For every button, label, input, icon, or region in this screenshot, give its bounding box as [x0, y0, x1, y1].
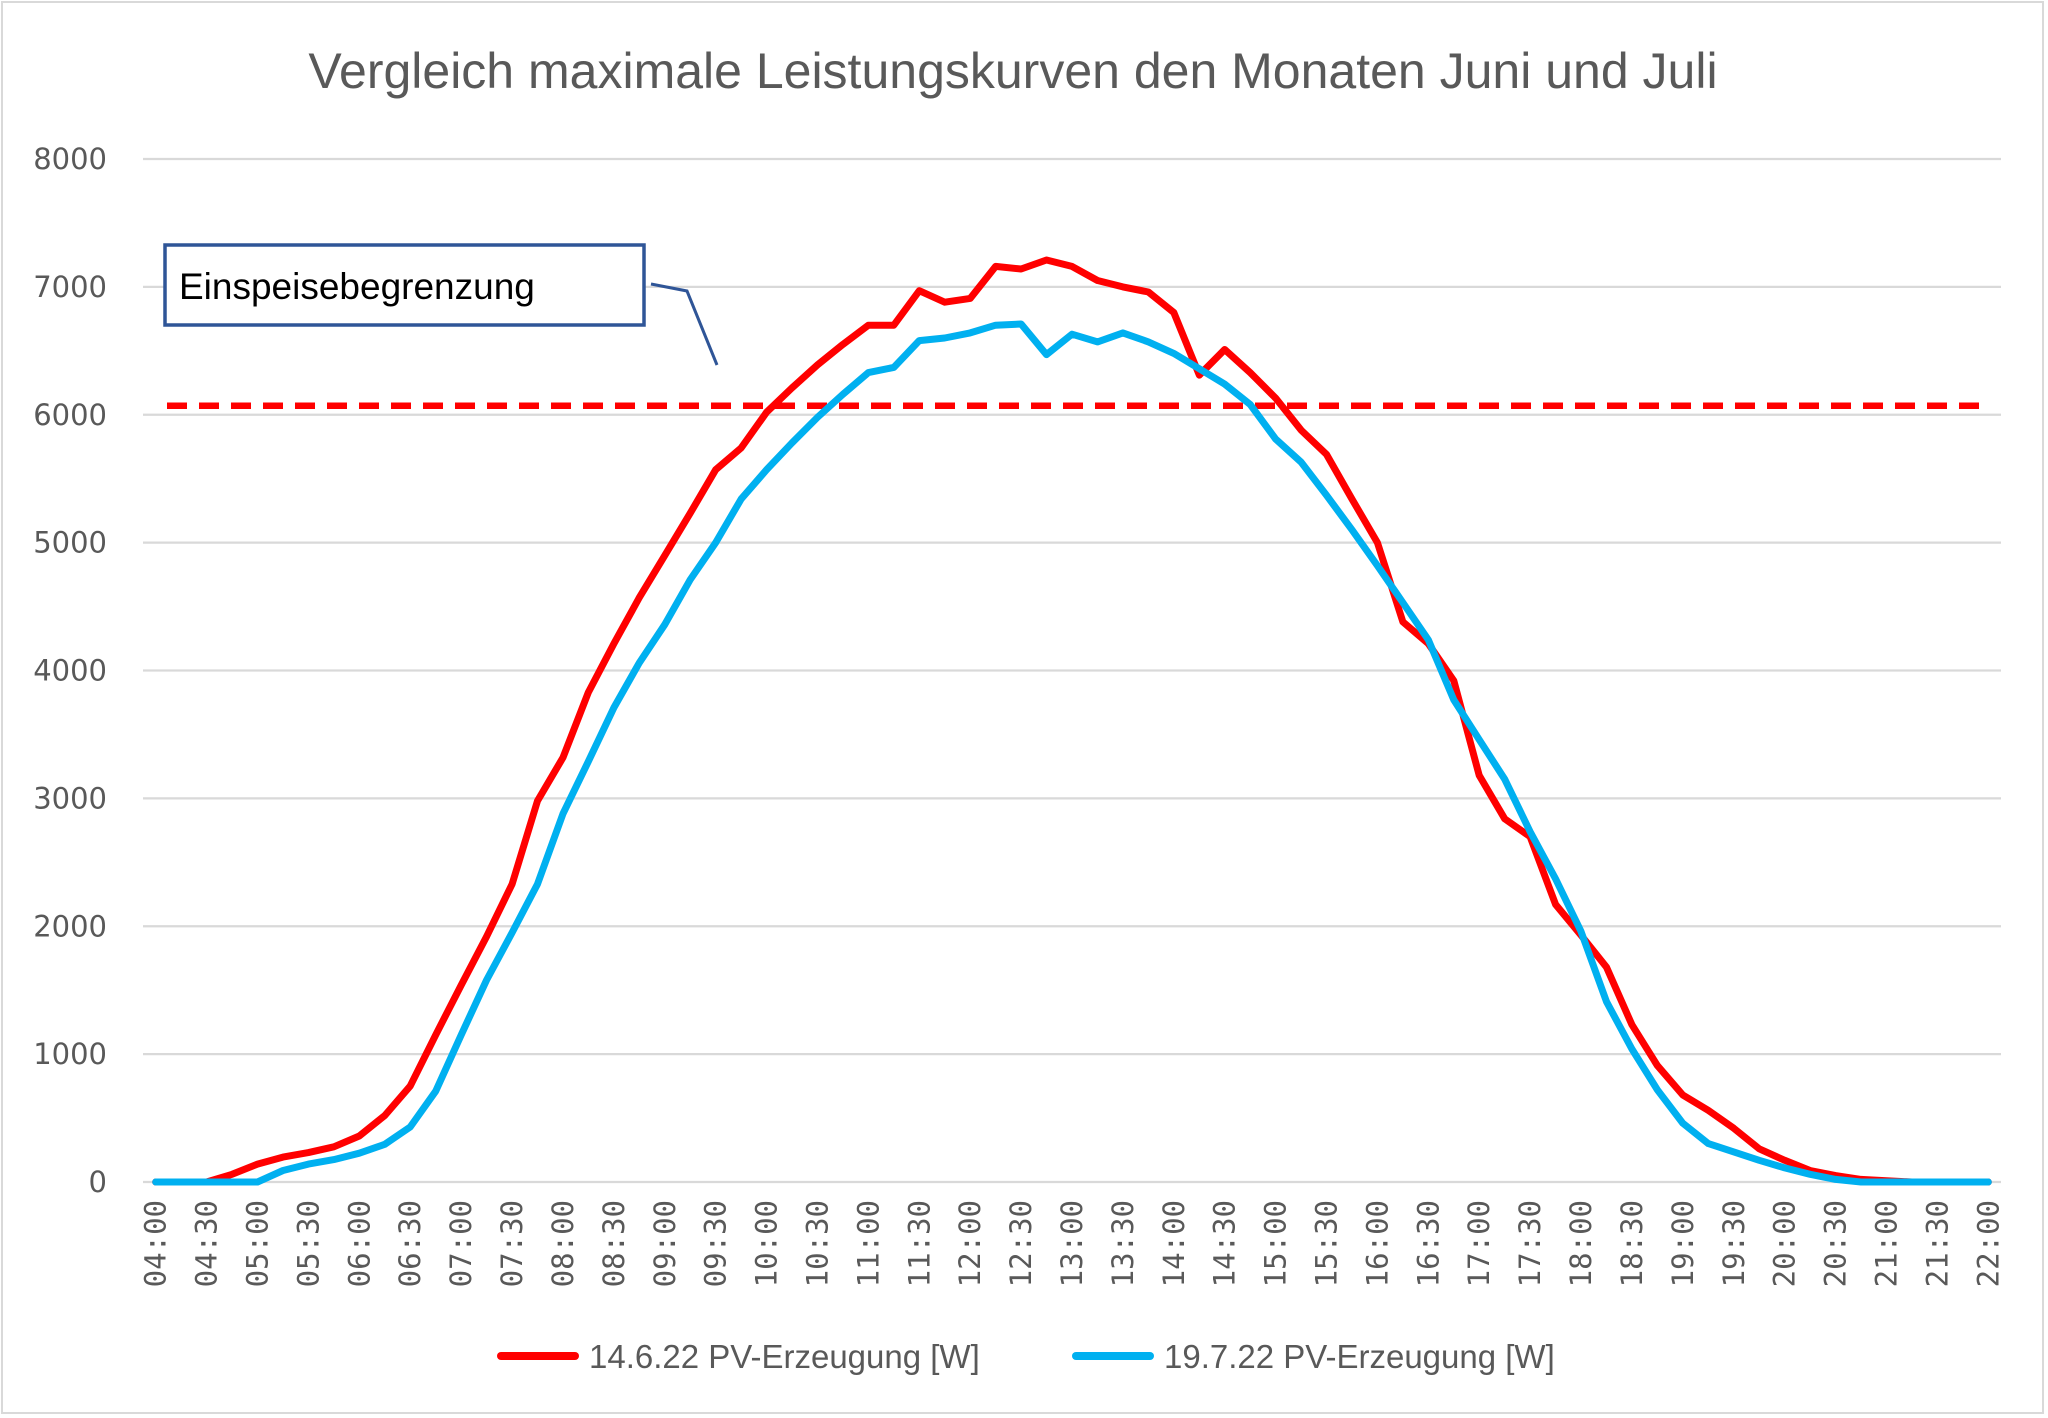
- series-line-july: [152, 320, 1992, 1186]
- y-tick-label: 8000: [33, 142, 107, 176]
- x-tick-label: 18:00: [1564, 1200, 1598, 1287]
- x-tick-label: 17:00: [1462, 1200, 1496, 1287]
- x-tick-label: 05:00: [241, 1200, 275, 1287]
- x-tick-label: 04:30: [190, 1200, 224, 1287]
- x-tick-label: 17:30: [1513, 1200, 1547, 1287]
- y-tick-label: 1000: [33, 1037, 107, 1071]
- x-tick-label: 04:00: [139, 1200, 173, 1287]
- x-tick-label: 21:30: [1920, 1200, 1954, 1287]
- x-tick-label: 19:00: [1666, 1200, 1700, 1287]
- chart-svg: Vergleich maximale Leistungskurven den M…: [33, 43, 2006, 1375]
- annotation-connector-line: [650, 282, 719, 366]
- annotation: Einspeisebegrenzung: [163, 243, 719, 366]
- x-axis-tick-labels: 04:00 04:30 05:00 05:30 06:00 06:30 07:00 07:30…: [139, 1200, 2006, 1287]
- x-tick-label: 13:00: [1055, 1200, 1089, 1287]
- x-tick-label: 12:00: [953, 1200, 987, 1287]
- annotation-box: [163, 243, 646, 327]
- x-tick-label: 21:00: [1869, 1200, 1903, 1287]
- y-tick-label: 7000: [33, 270, 107, 304]
- y-tick-label: 5000: [33, 526, 107, 560]
- x-tick-label: 08:30: [597, 1200, 631, 1287]
- x-tick-label: 09:30: [699, 1200, 733, 1287]
- x-tick-label: 15:00: [1259, 1200, 1293, 1287]
- x-tick-label: 14:00: [1157, 1200, 1191, 1287]
- y-axis-tick-labels: 0 1000 2000 3000 4000 5000 6000 7000 8000: [33, 142, 107, 1199]
- x-tick-label: 10:30: [800, 1200, 834, 1287]
- x-tick-label: 07:00: [444, 1200, 478, 1287]
- x-tick-label: 18:30: [1615, 1200, 1649, 1287]
- x-tick-label: 09:00: [648, 1200, 682, 1287]
- x-tick-label: 05:30: [291, 1200, 325, 1287]
- x-tick-label: 15:30: [1310, 1200, 1344, 1287]
- chart-title: Vergleich maximale Leistungskurven den M…: [308, 43, 1717, 99]
- legend-item-july: 19.7.22 PV-Erzeugung [W]: [1072, 1338, 1555, 1375]
- x-tick-label: 20:00: [1768, 1200, 1802, 1287]
- x-tick-label: 11:00: [851, 1200, 885, 1287]
- x-tick-label: 11:30: [902, 1200, 936, 1287]
- x-tick-label: 20:30: [1819, 1200, 1853, 1287]
- x-tick-label: 06:00: [342, 1200, 376, 1287]
- y-tick-label: 4000: [33, 654, 107, 688]
- x-tick-label: 14:30: [1208, 1200, 1242, 1287]
- x-tick-label: 16:30: [1411, 1200, 1445, 1287]
- y-tick-label: 2000: [33, 909, 107, 943]
- x-tick-label: 22:00: [1971, 1200, 2005, 1287]
- x-tick-label: 10:00: [750, 1200, 784, 1287]
- x-tick-label: 19:30: [1717, 1200, 1751, 1287]
- x-tick-label: 06:30: [393, 1200, 427, 1287]
- legend-label: 14.6.22 PV-Erzeugung [W]: [589, 1338, 980, 1375]
- legend-item-june: 14.6.22 PV-Erzeugung [W]: [497, 1338, 980, 1375]
- legend-label: 19.7.22 PV-Erzeugung [W]: [1164, 1338, 1555, 1375]
- x-tick-label: 07:30: [495, 1200, 529, 1287]
- series-line-june: [152, 256, 1992, 1186]
- annotation-text: Einspeisebegrenzung: [179, 266, 535, 307]
- series-lines: [152, 256, 1992, 1186]
- y-tick-label: 3000: [33, 781, 107, 815]
- legend: 14.6.22 PV-Erzeugung [W] 19.7.22 PV-Erzeu…: [497, 1338, 1555, 1375]
- x-tick-label: 13:30: [1106, 1200, 1140, 1287]
- x-tick-label: 12:30: [1004, 1200, 1038, 1287]
- y-tick-label: 0: [89, 1165, 107, 1199]
- x-tick-label: 16:00: [1360, 1200, 1394, 1287]
- x-tick-label: 08:00: [546, 1200, 580, 1287]
- y-tick-label: 6000: [33, 398, 107, 432]
